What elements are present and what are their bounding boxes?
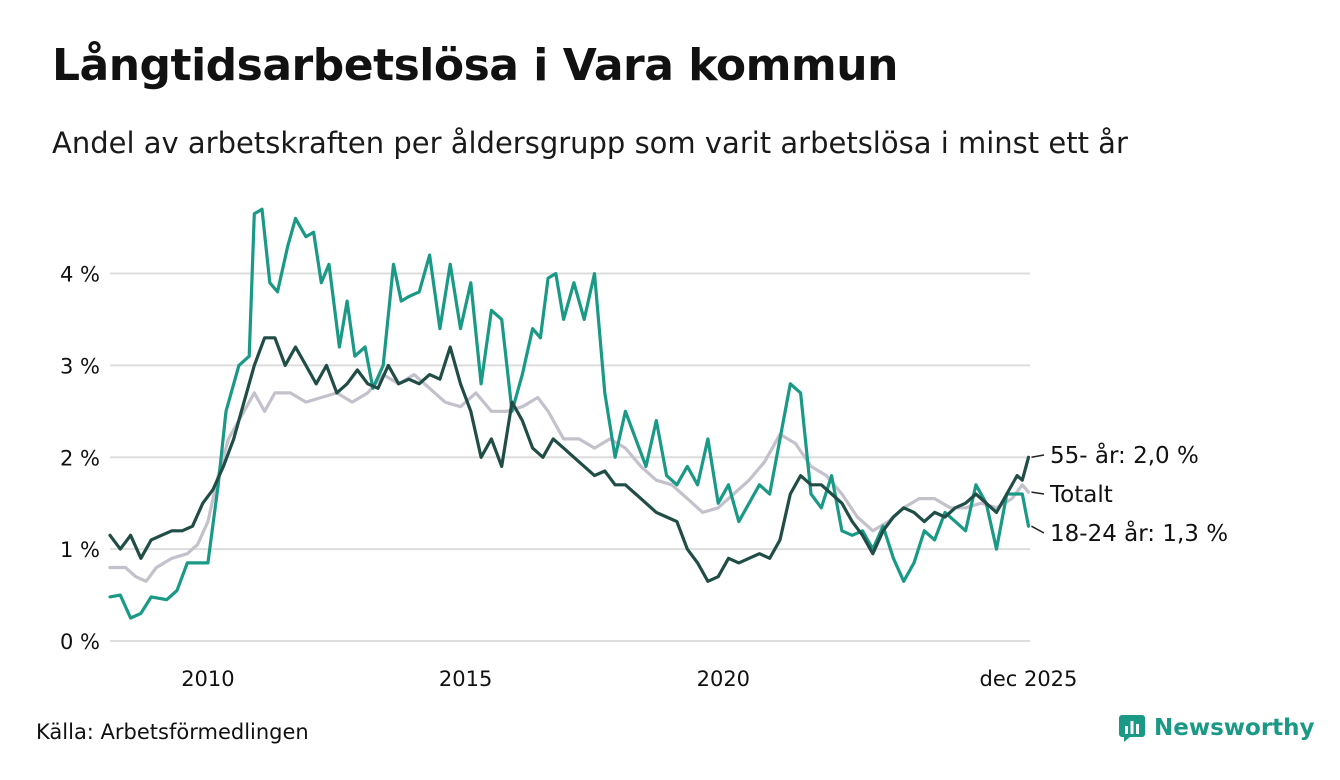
y-tick-label: 2 % xyxy=(60,446,100,470)
series-lines xyxy=(108,207,1031,620)
series-line-18-24-r xyxy=(108,207,1031,620)
series-end-label: Totalt xyxy=(1049,482,1113,508)
series-end-label: 55- år: 2,0 % xyxy=(1050,441,1199,469)
y-tick-label: 3 % xyxy=(60,354,100,378)
x-axis-tick-labels: 2010 2015 2020 dec 2025 xyxy=(181,667,1077,691)
x-tick-label: 2010 xyxy=(181,667,234,691)
x-tick-label: dec 2025 xyxy=(979,667,1077,691)
y-tick-label: 1 % xyxy=(60,538,100,562)
x-tick-label: 2020 xyxy=(697,667,750,691)
leader-line xyxy=(1031,525,1045,534)
source-note: Källa: Arbetsförmedlingen xyxy=(36,720,309,744)
leader-line xyxy=(1031,454,1045,458)
x-tick-label: 2015 xyxy=(439,667,492,691)
grid-lines xyxy=(110,272,1030,642)
newsworthy-logo[interactable]: Newsworthy xyxy=(1118,714,1315,742)
brand-name: Newsworthy xyxy=(1154,715,1315,741)
newsworthy-logo-icon xyxy=(1119,715,1145,742)
series-end-labels: Totalt 18-24 år: 1,3 % 55- år: 2,0 % xyxy=(1031,441,1228,547)
series-line-55-r xyxy=(108,336,1031,583)
y-tick-label: 4 % xyxy=(60,263,100,287)
y-tick-label: 0 % xyxy=(60,630,100,654)
leader-line xyxy=(1031,491,1045,495)
series-end-label: 18-24 år: 1,3 % xyxy=(1050,519,1228,547)
chart-subtitle: Andel av arbetskraften per åldersgrupp s… xyxy=(52,126,1128,160)
y-axis-tick-labels: 0 % 1 % 2 % 3 % 4 % xyxy=(60,263,100,655)
chart-title: Långtidsarbetslösa i Vara kommun xyxy=(52,40,898,91)
